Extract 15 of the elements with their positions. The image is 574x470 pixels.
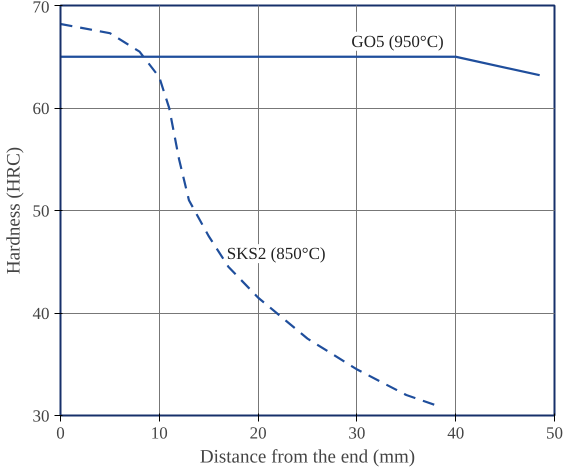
series-label: SKS2 (850°C): [226, 244, 326, 264]
x-tick-label: 50: [546, 424, 563, 442]
x-tick-label: 40: [447, 424, 464, 442]
y-tick-label: 40: [32, 304, 50, 323]
series-label: GO5 (950°C): [351, 32, 444, 51]
y-axis-title: Hardness (HRC): [4, 146, 24, 274]
y-tick-label: 70: [32, 0, 50, 16]
y-tick-label: 60: [32, 99, 50, 118]
y-tick-label: 50: [32, 202, 50, 220]
x-tick-label: 10: [150, 424, 168, 442]
x-tick-label: 30: [348, 424, 366, 442]
y-tick-label: 30: [32, 406, 50, 426]
x-tick-label: 20: [250, 424, 267, 442]
x-axis-title: Distance from the end (mm): [200, 446, 416, 468]
x-tick-label: 0: [56, 424, 65, 442]
